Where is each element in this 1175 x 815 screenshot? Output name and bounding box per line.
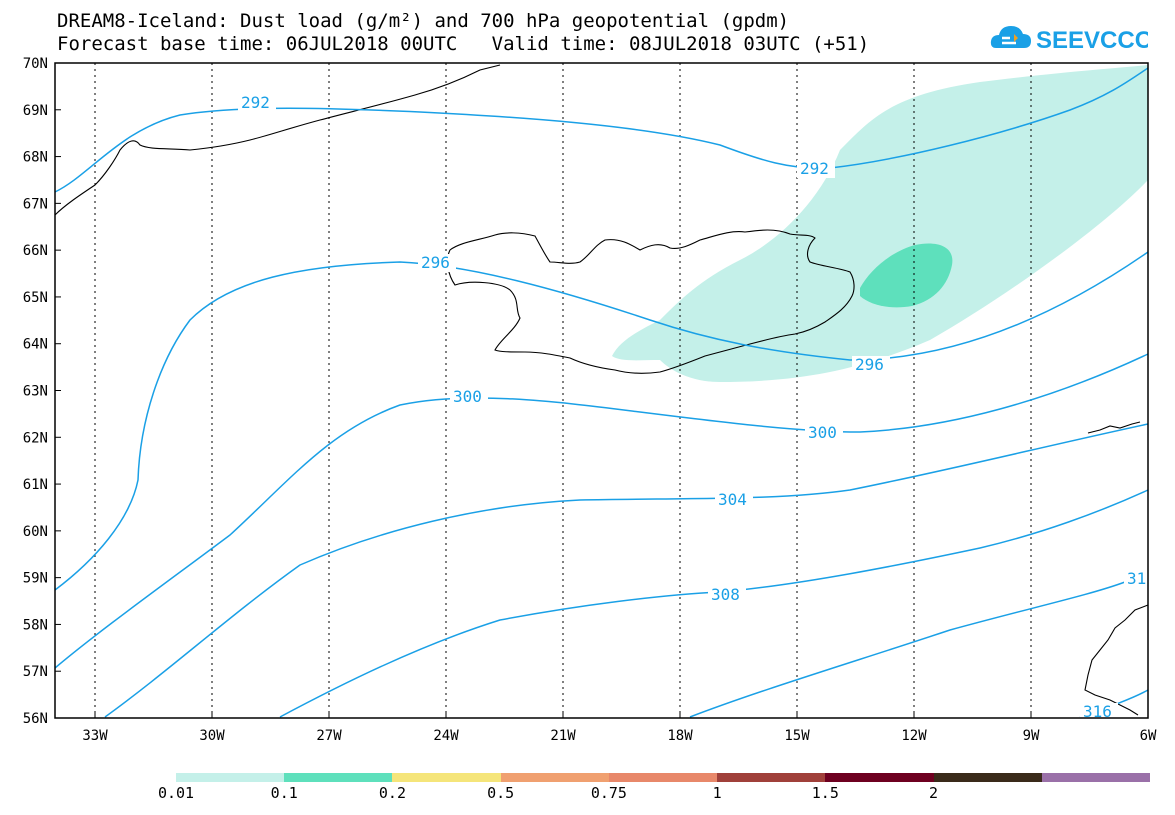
colorbar-label: 0.75 — [590, 784, 627, 802]
lon-label: 33W — [82, 728, 108, 744]
lat-label: 68N — [23, 150, 48, 166]
seevccc-logo: SEEVCCC — [990, 26, 1148, 54]
contour-label: 316 — [1083, 702, 1112, 721]
contour-labels: 292 292 296 296 300 300 304 308 31 316 — [238, 93, 1150, 721]
colorbar-label: 0.5 — [487, 784, 515, 802]
dust-colorbar — [176, 773, 1150, 782]
colorbar-swatch — [825, 773, 934, 782]
cloud-icon — [990, 26, 1031, 48]
contour-label: 296 — [855, 355, 884, 374]
colorbar-swatch — [392, 773, 501, 782]
contour-300 — [54, 353, 1149, 669]
contour-312 — [689, 581, 1126, 718]
lon-label: 24W — [433, 728, 459, 744]
lat-label: 61N — [23, 477, 48, 493]
logo-text: SEEVCCC — [1036, 27, 1148, 54]
axis-ticks — [55, 62, 1149, 719]
lat-label: 70N — [23, 56, 48, 72]
colorbar-label: 0.01 — [157, 784, 195, 802]
lon-label: 12W — [901, 728, 927, 744]
iceland-coast — [446, 229, 855, 374]
colorbar-labels: 0.01 0.1 0.2 0.5 0.75 1 1.5 2 — [0, 784, 1175, 804]
lat-label: 62N — [23, 430, 48, 446]
colorbar-label: 2 — [929, 784, 939, 802]
lon-label: 21W — [550, 728, 576, 744]
contour-label: 292 — [241, 93, 270, 112]
lat-label: 57N — [23, 664, 48, 680]
lat-label: 60N — [23, 524, 48, 540]
lon-label: 27W — [316, 728, 342, 744]
colorbar-swatch — [284, 773, 393, 782]
dust-area-low — [612, 65, 1148, 382]
lon-label: 15W — [784, 728, 810, 744]
colorbar-swatch — [717, 773, 826, 782]
colorbar-label: 1 — [712, 784, 722, 802]
colorbar-swatch — [176, 773, 285, 782]
contour-label: 292 — [800, 159, 829, 178]
colorbar-label: 0.1 — [270, 784, 298, 802]
lat-label: 64N — [23, 337, 48, 353]
lon-label: 9W — [1023, 728, 1040, 744]
map-title: DREAM8-Iceland: Dust load (g/m²) and 700… — [57, 10, 790, 32]
contour-304 — [104, 423, 1149, 718]
lat-label: 67N — [23, 196, 48, 212]
colorbar-swatch — [933, 773, 1042, 782]
lon-label: 6W — [1140, 728, 1157, 744]
colorbar-swatch — [608, 773, 718, 782]
lat-label: 56N — [23, 711, 48, 727]
lat-label: 63N — [23, 384, 48, 400]
coastlines — [54, 64, 1149, 716]
lat-label: 58N — [23, 617, 48, 633]
colorbar-swatch — [1041, 773, 1150, 782]
contour-292 — [54, 67, 1149, 193]
contour-label: 304 — [718, 490, 747, 509]
dust-area-mid — [860, 243, 953, 308]
greenland-coast — [54, 64, 501, 216]
scotland-coast — [1084, 604, 1149, 716]
contour-label: 296 — [421, 253, 450, 272]
colorbar-label: 1.5 — [811, 784, 839, 802]
contour-label: 300 — [808, 423, 837, 442]
lat-label: 69N — [23, 103, 48, 119]
faroe-coast — [1087, 421, 1141, 434]
colorbar-swatch — [500, 773, 609, 782]
contour-label: 308 — [711, 585, 740, 604]
lon-label: 18W — [667, 728, 693, 744]
contour-label: 300 — [453, 387, 482, 406]
latitude-labels: 70N 69N 68N 67N 66N 65N 64N 63N 62N 61N 60N 59N 58N 5… — [23, 56, 48, 727]
colorbar-label: 0.2 — [378, 784, 406, 802]
longitude-labels: 33W 30W 27W 24W 21W 18W 15W 12W 9W 6W — [82, 728, 1157, 744]
contour-label: 31 — [1127, 569, 1146, 588]
lat-label: 59N — [23, 571, 48, 587]
map-subtitle: Forecast base time: 06JUL2018 00UTC Vali… — [57, 33, 870, 55]
lat-label: 66N — [23, 243, 48, 259]
lon-label: 30W — [199, 728, 225, 744]
dust-plumes — [612, 65, 1148, 382]
lat-label: 65N — [23, 290, 48, 306]
